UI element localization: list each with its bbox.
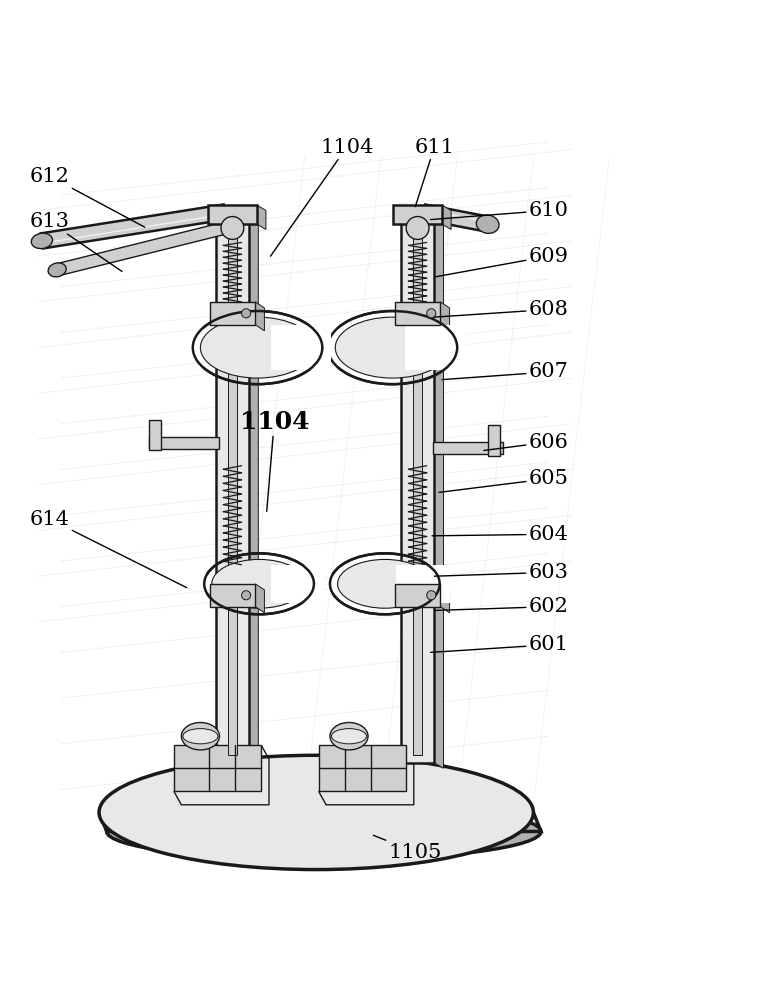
Text: 603: 603	[434, 563, 568, 582]
Ellipse shape	[338, 559, 432, 608]
Ellipse shape	[31, 233, 53, 249]
Ellipse shape	[242, 591, 251, 600]
Polygon shape	[257, 205, 266, 229]
Polygon shape	[442, 205, 451, 229]
Ellipse shape	[427, 309, 436, 318]
Bar	[395, 584, 440, 607]
Bar	[271, 325, 331, 370]
Text: 605: 605	[439, 469, 568, 492]
Text: 607: 607	[442, 362, 568, 381]
Bar	[149, 437, 219, 449]
Polygon shape	[422, 204, 489, 232]
Bar	[395, 302, 440, 325]
Bar	[149, 420, 161, 450]
Ellipse shape	[200, 317, 315, 378]
Bar	[216, 214, 249, 763]
Text: 602: 602	[434, 597, 568, 616]
Polygon shape	[434, 214, 443, 768]
Text: 612: 612	[30, 167, 145, 227]
Ellipse shape	[331, 729, 367, 744]
Text: 604: 604	[432, 525, 568, 544]
Bar	[319, 745, 406, 791]
Bar	[174, 745, 261, 791]
Bar	[396, 565, 450, 603]
Polygon shape	[440, 584, 450, 613]
Polygon shape	[255, 302, 264, 331]
Text: 1104: 1104	[239, 410, 309, 511]
Bar	[271, 565, 324, 603]
Ellipse shape	[427, 591, 436, 600]
Text: 611: 611	[415, 138, 454, 207]
Bar	[405, 325, 466, 370]
Bar	[413, 222, 422, 755]
Text: 613: 613	[30, 212, 122, 271]
Bar	[228, 222, 237, 755]
Polygon shape	[40, 204, 226, 248]
Polygon shape	[56, 221, 230, 276]
Text: 609: 609	[436, 247, 568, 277]
Ellipse shape	[212, 559, 306, 608]
Polygon shape	[255, 584, 264, 613]
Ellipse shape	[183, 729, 218, 744]
Text: 606: 606	[484, 433, 568, 452]
Bar	[393, 205, 442, 224]
Ellipse shape	[99, 755, 533, 870]
Text: 610: 610	[431, 201, 568, 220]
Ellipse shape	[335, 317, 450, 378]
Bar	[208, 205, 257, 224]
Ellipse shape	[406, 217, 429, 239]
Ellipse shape	[330, 723, 368, 750]
Ellipse shape	[476, 215, 499, 233]
Ellipse shape	[181, 723, 219, 750]
Ellipse shape	[221, 217, 244, 239]
Bar	[210, 302, 255, 325]
Text: 608: 608	[434, 300, 568, 319]
Bar	[401, 214, 434, 763]
Text: 1104: 1104	[271, 138, 373, 256]
Bar	[488, 425, 500, 456]
Bar	[433, 442, 503, 454]
Bar	[210, 584, 255, 607]
Text: 614: 614	[30, 510, 187, 588]
Ellipse shape	[242, 309, 251, 318]
Text: 601: 601	[431, 635, 568, 654]
Polygon shape	[440, 302, 450, 331]
Ellipse shape	[107, 803, 541, 860]
Text: 1105: 1105	[373, 835, 442, 862]
Polygon shape	[249, 214, 258, 768]
Ellipse shape	[48, 263, 66, 277]
